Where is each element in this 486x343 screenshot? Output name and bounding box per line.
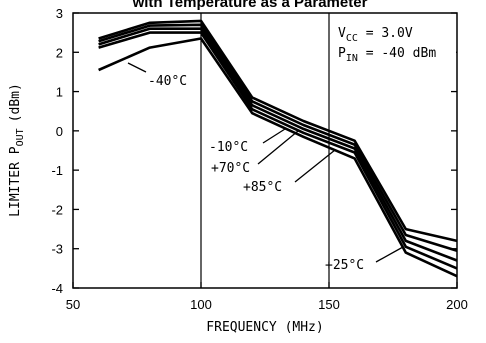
series-line-0 [98,37,458,278]
x-tick-label: 50 [66,297,80,312]
plot-frame [72,12,458,289]
series-group [98,19,458,278]
annotation-leader-plus70 [257,130,299,165]
series-line-3 [98,23,458,252]
y-tick-label: -4 [51,281,63,296]
annotation-plus25: +25°C [325,258,364,273]
annotation-plus85: +85°C [243,180,282,195]
annotation-minus10: -10°C [209,140,248,155]
annotation-leader-plus85 [294,149,336,183]
series-line-1 [98,31,458,270]
annotation-plus70: +70°C [211,161,250,176]
y-tick-label: -2 [51,202,63,217]
y-tick-label: -1 [51,163,63,178]
conditions-box [330,14,456,68]
series-line-2 [98,27,458,262]
y-tick-label: 2 [56,45,63,60]
condition-vcc: VCC = 3.0V [338,26,413,44]
x-tick-label: 200 [446,297,468,312]
annotation-leader-minus10 [262,128,286,144]
y-tick-label: 0 [56,124,63,139]
y-tick-label: 1 [56,85,63,100]
x-tick-label: 100 [190,297,212,312]
x-tick-label: 150 [318,297,340,312]
y-tick-label: 3 [56,6,63,21]
y-tick-label: -3 [51,242,63,257]
series-line-4 [98,19,458,243]
y-axis-label: LIMITER POUT(dBm) [8,83,26,217]
condition-pin: PIN = -40 dBm [338,46,436,64]
annotation-leader-plus25 [375,246,404,263]
axis-group: -4 -3 -2 -1 0 1 2 3 50 100 150 200 [51,6,467,312]
x-axis-label: FREQUENCY (MHz) [206,320,323,335]
annotation-leader-minus40 [127,62,147,73]
chart-title: with Temperature as a Parameter [132,0,368,11]
annotation-minus40: -40°C [148,74,187,89]
